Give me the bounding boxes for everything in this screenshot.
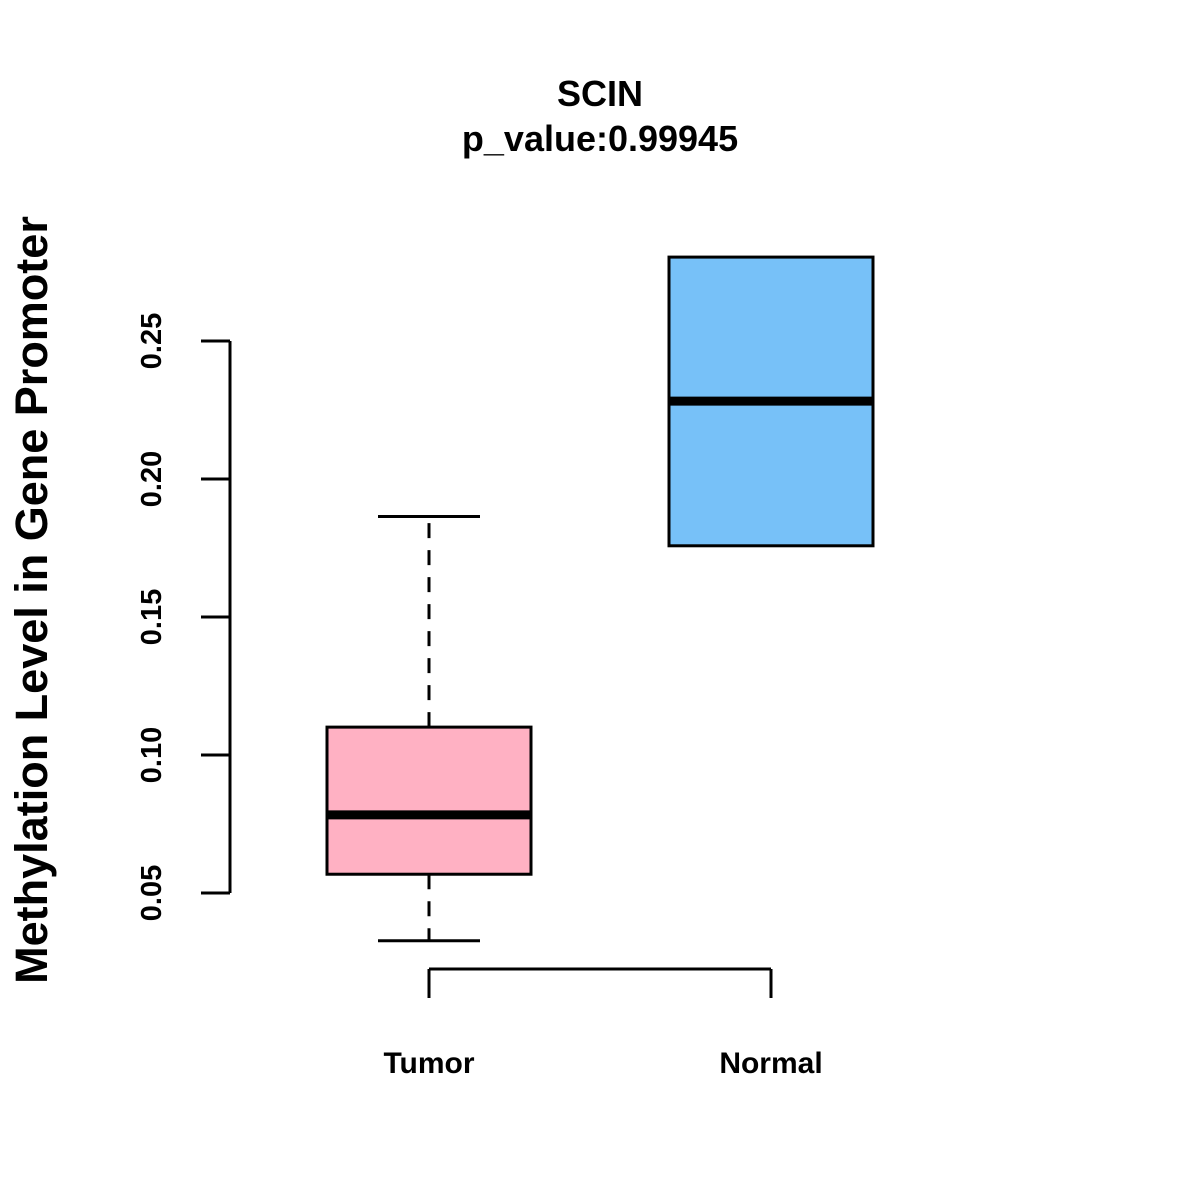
chart-subtitle: p_value:0.99945 — [462, 118, 738, 159]
y-axis-label: Methylation Level in Gene Promoter — [6, 216, 57, 984]
y-tick-label: 0.15 — [136, 589, 168, 645]
y-tick-label: 0.20 — [136, 451, 168, 507]
chart-title: SCIN — [557, 73, 643, 114]
y-tick-label: 0.10 — [136, 727, 168, 783]
y-tick-label: 0.05 — [136, 865, 168, 921]
x-tick-label-normal: Normal — [719, 1047, 822, 1080]
x-tick-label-tumor: Tumor — [383, 1047, 474, 1080]
box-tumor — [325, 725, 533, 876]
y-tick-label: 0.25 — [136, 313, 168, 369]
